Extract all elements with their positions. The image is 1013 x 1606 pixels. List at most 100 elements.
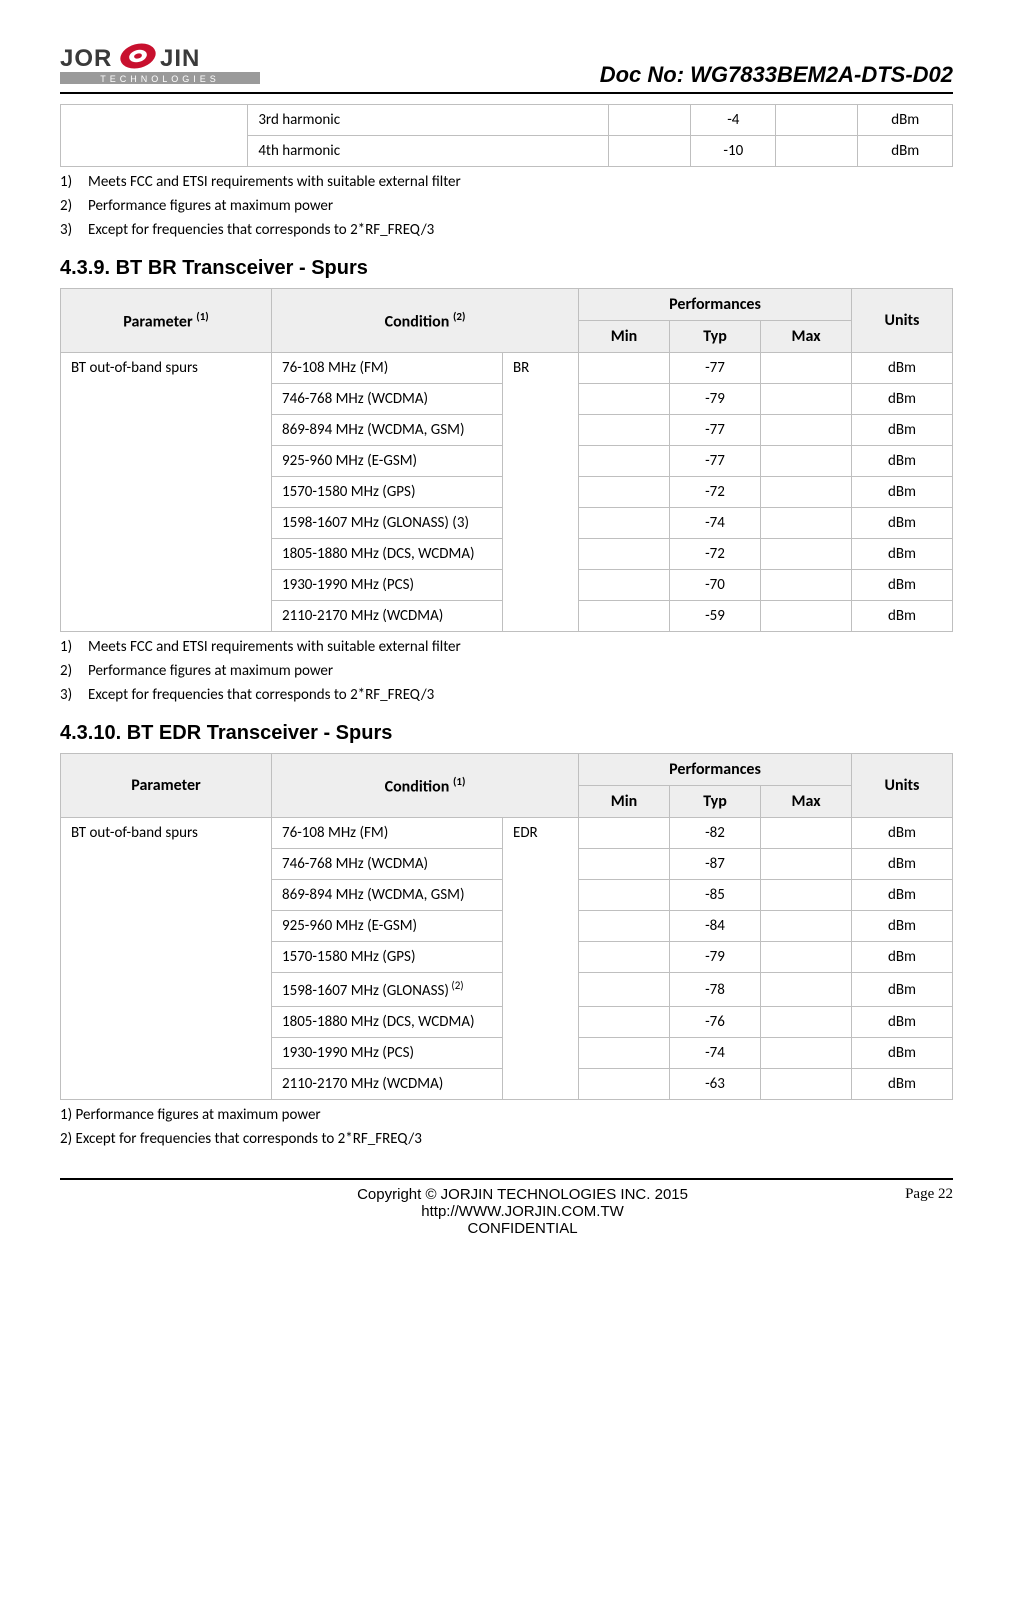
cell-min xyxy=(579,415,670,446)
note-line: 1) Performance figures at maximum power xyxy=(60,1106,953,1124)
cell-min xyxy=(579,942,670,973)
cell-units: dBm xyxy=(852,911,953,942)
cell-condition: 1930-1990 MHz (PCS) xyxy=(272,570,503,601)
cell-typ: -10 xyxy=(691,136,776,167)
th-performances: Performances xyxy=(579,289,852,321)
cell-condition: 869-894 MHz (WCDMA, GSM) xyxy=(272,880,503,911)
cell-typ: -77 xyxy=(670,353,761,384)
page-footer: Copyright © JORJIN TECHNOLOGIES INC. 201… xyxy=(60,1178,953,1237)
th-condition-text: Condition xyxy=(385,777,453,796)
cell-max xyxy=(761,1038,852,1069)
cell-max xyxy=(761,1007,852,1038)
table-row: BT out-of-band spurs76-108 MHz (FM)BR-77… xyxy=(61,353,953,384)
cell-units: dBm xyxy=(858,136,953,167)
cell-min xyxy=(579,508,670,539)
cell-condition: 1598-1607 MHz (GLONASS) (3) xyxy=(272,508,503,539)
cell-typ: -72 xyxy=(670,539,761,570)
cell-units: dBm xyxy=(852,415,953,446)
empty-param-cell xyxy=(61,105,248,167)
cell-units: dBm xyxy=(852,818,953,849)
cell-units: dBm xyxy=(852,1038,953,1069)
th-parameter: Parameter xyxy=(61,754,272,818)
harmonics-table: 3rd harmonic-4dBm4th harmonic-10dBm xyxy=(60,104,953,167)
cell-condition: 1570-1580 MHz (GPS) xyxy=(272,942,503,973)
th-condition: Condition (2) xyxy=(272,289,579,353)
note-number: 1) xyxy=(60,638,88,656)
footer-copyright: Copyright © JORJIN TECHNOLOGIES INC. 201… xyxy=(140,1186,905,1203)
cell-condition: 2110-2170 MHz (WCDMA) xyxy=(272,1069,503,1100)
page-number: Page 22 xyxy=(905,1186,953,1237)
note-text: Performance figures at maximum power xyxy=(88,197,333,215)
cell-typ: -77 xyxy=(670,446,761,477)
bt-edr-spurs-table: Parameter Condition (1) Performances Uni… xyxy=(60,753,953,1100)
cell-min xyxy=(579,353,670,384)
section-title-4310: 4.3.10. BT EDR Transceiver - Spurs xyxy=(60,722,953,745)
cell-max xyxy=(761,849,852,880)
cell-units: dBm xyxy=(852,973,953,1007)
cell-typ: -72 xyxy=(670,477,761,508)
note-text: Except for frequencies that corresponds … xyxy=(88,686,434,704)
th-min: Min xyxy=(579,321,670,353)
cell-typ: -74 xyxy=(670,1038,761,1069)
cell-min xyxy=(579,1007,670,1038)
th-units: Units xyxy=(852,289,953,353)
th-typ: Typ xyxy=(670,321,761,353)
cell-units: dBm xyxy=(852,539,953,570)
cell-min xyxy=(579,477,670,508)
cell-max xyxy=(761,353,852,384)
cell-condition: 925-960 MHz (E-GSM) xyxy=(272,446,503,477)
th-max: Max xyxy=(761,786,852,818)
th-condition-sup: (1) xyxy=(453,775,465,788)
note-line: 1)Meets FCC and ETSI requirements with s… xyxy=(60,638,953,656)
notes-c: 1) Performance figures at maximum power 2… xyxy=(60,1106,953,1148)
cell-typ: -74 xyxy=(670,508,761,539)
th-min: Min xyxy=(579,786,670,818)
cell-min xyxy=(579,384,670,415)
cell-min xyxy=(579,973,670,1007)
cell-condition: 869-894 MHz (WCDMA, GSM) xyxy=(272,415,503,446)
th-condition: Condition (1) xyxy=(272,754,579,818)
cell-condition: 1930-1990 MHz (PCS) xyxy=(272,1038,503,1069)
table-row: BT out-of-band spurs76-108 MHz (FM)EDR-8… xyxy=(61,818,953,849)
cell-max xyxy=(761,415,852,446)
cell-max xyxy=(776,105,858,136)
cell-condition: 3rd harmonic xyxy=(248,105,609,136)
cell-min xyxy=(579,539,670,570)
th-performances: Performances xyxy=(579,754,852,786)
cell-max xyxy=(761,539,852,570)
cell-max xyxy=(761,508,852,539)
cell-typ: -79 xyxy=(670,942,761,973)
cell-min xyxy=(579,880,670,911)
cell-units: dBm xyxy=(852,570,953,601)
note-line: 1)Meets FCC and ETSI requirements with s… xyxy=(60,173,953,191)
note-text: 2) Except for frequencies that correspon… xyxy=(60,1130,422,1148)
cell-condition: 746-768 MHz (WCDMA) xyxy=(272,849,503,880)
logo-icon: JOR JIN TECHNOLOGIES xyxy=(60,40,260,88)
cell-units: dBm xyxy=(852,477,953,508)
cell-min xyxy=(579,1069,670,1100)
cell-min xyxy=(579,1038,670,1069)
cell-condition: 1598-1607 MHz (GLONASS) (2) xyxy=(272,973,503,1007)
cell-mode: BR xyxy=(503,353,579,632)
note-number: 2) xyxy=(60,662,88,680)
doc-number: Doc No: WG7833BEM2A-DTS-D02 xyxy=(600,62,953,88)
cell-units: dBm xyxy=(852,353,953,384)
cell-min xyxy=(579,849,670,880)
logo: JOR JIN TECHNOLOGIES xyxy=(60,40,260,88)
th-parameter-text: Parameter xyxy=(123,312,196,331)
cell-condition: 1805-1880 MHz (DCS, WCDMA) xyxy=(272,539,503,570)
cell-typ: -78 xyxy=(670,973,761,1007)
cell-typ: -4 xyxy=(691,105,776,136)
cell-min xyxy=(579,446,670,477)
th-max: Max xyxy=(761,321,852,353)
cell-condition: 1570-1580 MHz (GPS) xyxy=(272,477,503,508)
cell-condition: 76-108 MHz (FM) xyxy=(272,353,503,384)
cell-units: dBm xyxy=(852,942,953,973)
cell-max xyxy=(761,911,852,942)
bt-br-spurs-table: Parameter (1) Condition (2) Performances… xyxy=(60,288,953,632)
cell-typ: -63 xyxy=(670,1069,761,1100)
cell-min xyxy=(609,105,691,136)
cell-units: dBm xyxy=(852,601,953,632)
cell-min xyxy=(609,136,691,167)
note-text: Meets FCC and ETSI requirements with sui… xyxy=(88,173,461,191)
